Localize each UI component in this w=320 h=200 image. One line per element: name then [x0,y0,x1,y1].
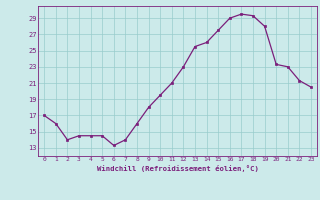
X-axis label: Windchill (Refroidissement éolien,°C): Windchill (Refroidissement éolien,°C) [97,165,259,172]
